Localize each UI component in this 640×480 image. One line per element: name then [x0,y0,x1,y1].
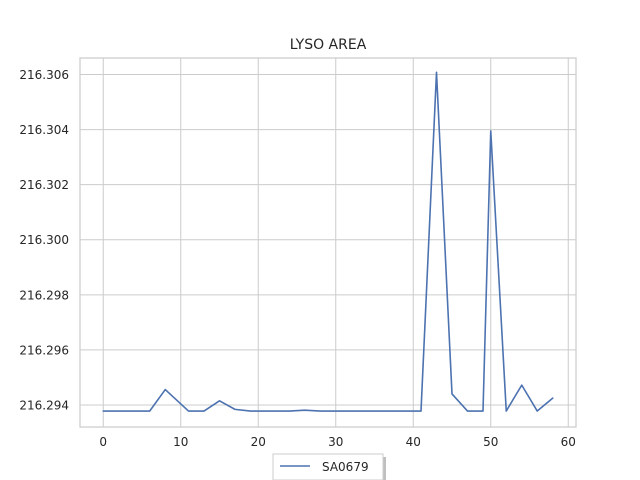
y-tick-label: 216.300 [19,233,69,247]
plot-frame [79,57,577,428]
y-tick-label: 216.304 [19,123,69,137]
grid [80,58,576,427]
x-tick-label: 20 [251,435,266,449]
y-tick-label: 216.294 [19,398,69,412]
legend: SA0679 [272,453,386,480]
x-tick-label: 10 [173,435,188,449]
y-tick-label: 216.306 [19,68,69,82]
x-tick-label: 0 [99,435,107,449]
x-tick-label: 30 [328,435,343,449]
x-tick-label: 40 [406,435,421,449]
x-tick-label: 50 [483,435,498,449]
y-tick-label: 216.298 [19,288,69,302]
x-tick-label: 60 [561,435,576,449]
y-tick-label: 216.296 [19,343,69,357]
y-axis: 216.294 216.296 216.298 216.300 216.302 216.3… [19,68,69,412]
y-tick-label: 216.302 [19,178,69,192]
x-axis: 0 10 20 30 40 50 60 [99,435,575,449]
legend-box [272,453,384,480]
series-line-sa0679 [102,71,554,412]
series-layer [102,71,554,412]
legend-label-sa0679: SA0679 [322,460,369,474]
chart-title: LYSO AREA [290,37,367,53]
